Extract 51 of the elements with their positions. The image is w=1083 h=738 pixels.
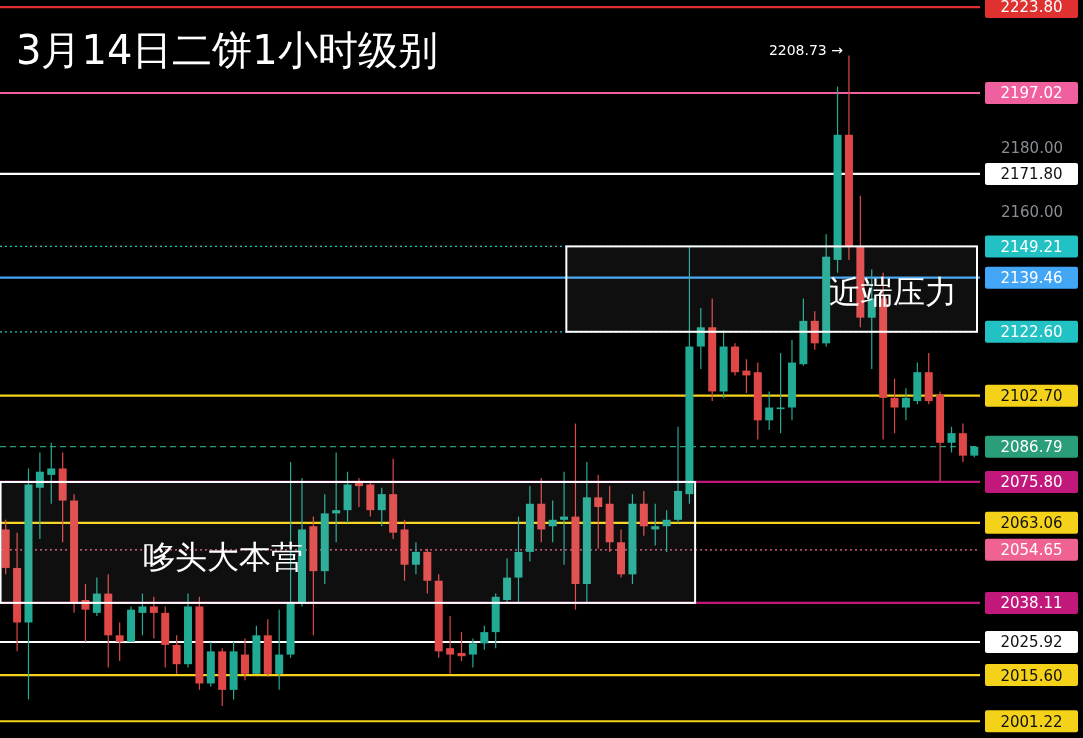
ref-line-label: 2122.60 <box>1000 323 1063 342</box>
ref-line-label: 2054.65 <box>1000 541 1063 560</box>
y-tick-label: 2160.00 <box>1000 203 1064 222</box>
candlestick <box>35 451 44 540</box>
candlestick <box>696 307 705 370</box>
ref-line-label: 2102.70 <box>1000 387 1063 406</box>
ref-line-label: 2197.02 <box>1000 84 1063 103</box>
ref-line-label: 2001.22 <box>1000 712 1063 731</box>
candlestick <box>594 474 603 550</box>
candlestick <box>639 490 648 537</box>
candlestick <box>468 637 477 669</box>
candlestick <box>241 637 249 681</box>
ref-line-label: 2025.92 <box>1000 633 1063 652</box>
candlestick <box>457 631 466 662</box>
ref-line-label: 2015.60 <box>1000 666 1063 685</box>
ref-line-label: 2086.79 <box>1000 438 1063 457</box>
candlestick <box>651 503 660 547</box>
candlestick <box>377 487 386 527</box>
ref-line-label: 2149.21 <box>1000 237 1063 256</box>
candlestick <box>480 625 489 651</box>
ref-line-label: 2075.80 <box>1000 473 1063 492</box>
candlestick <box>503 557 512 604</box>
candlestick <box>958 422 967 463</box>
candlestick <box>172 634 181 675</box>
candlestick <box>115 621 124 662</box>
ref-line-label: 2171.80 <box>1000 165 1063 184</box>
ref-line-label: 2139.46 <box>1000 269 1063 288</box>
y-tick-label: 2180.00 <box>1000 138 1064 157</box>
candlestick <box>138 593 147 636</box>
ref-line-label: 2063.06 <box>1000 514 1063 533</box>
candlestick <box>411 541 420 575</box>
candlestick <box>901 387 910 421</box>
candlestick <box>765 390 774 431</box>
candlestick <box>560 471 569 566</box>
candlestick <box>548 499 557 543</box>
candlestick <box>332 451 341 543</box>
candlestick <box>92 576 101 617</box>
candlestick <box>81 583 90 643</box>
text: 3月14日二饼1小时级别 <box>16 27 438 73</box>
candlestick <box>810 310 819 351</box>
candlestick <box>890 378 899 434</box>
candlestick <box>149 596 158 640</box>
candlestick <box>275 609 284 691</box>
candlestick <box>662 509 671 553</box>
candlestick <box>947 426 956 454</box>
ref-line-label: 2223.80 <box>1000 0 1063 17</box>
candlestick <box>354 477 363 508</box>
candlestick <box>446 615 455 675</box>
ref-line-label: 2038.11 <box>1000 594 1063 613</box>
candlestick <box>47 442 56 505</box>
annotation: 2208.73 → <box>768 41 844 58</box>
